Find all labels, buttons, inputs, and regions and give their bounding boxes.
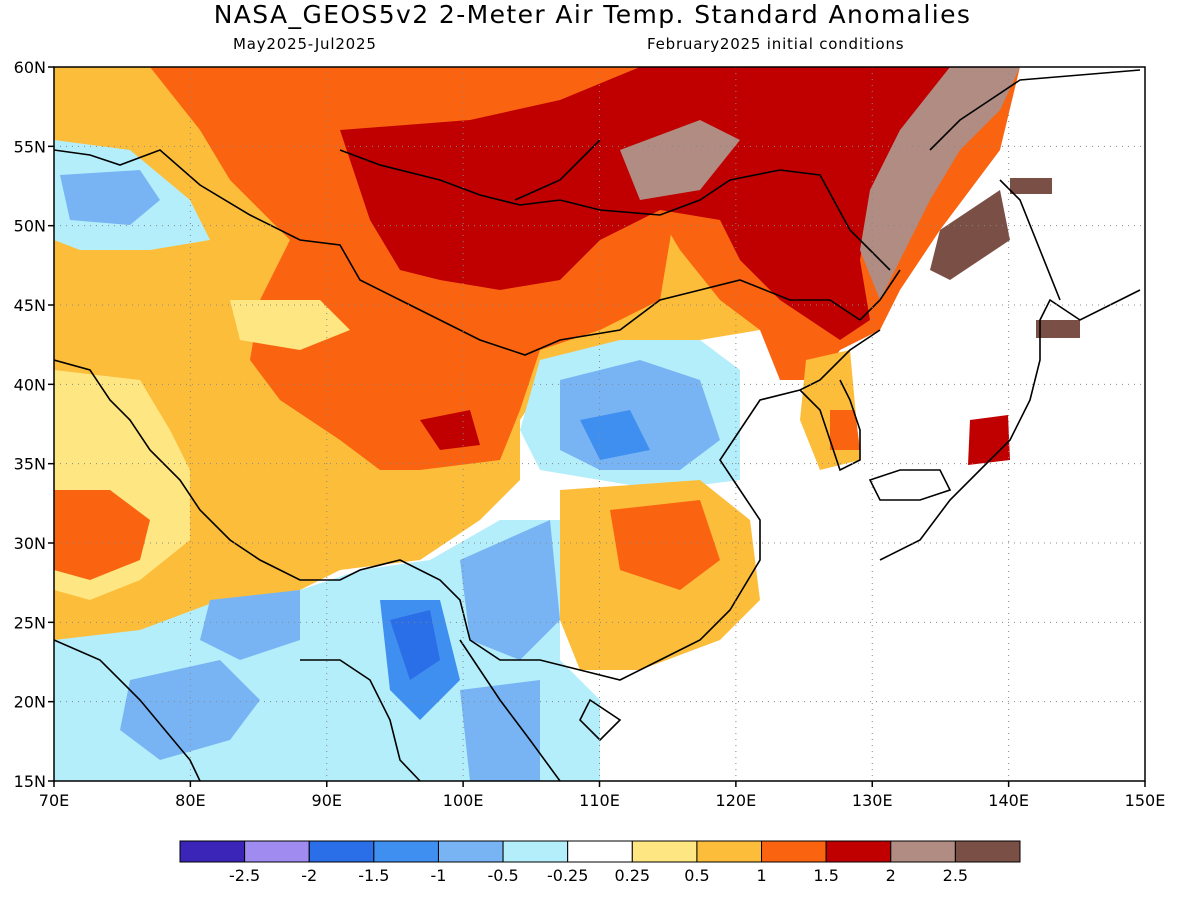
lat-tick-label: 50N [14,217,46,236]
forecast-period: May2025-Jul2025 [233,35,377,53]
lon-tick-label: 90E [312,791,342,810]
coastlines [54,69,1141,781]
colorbar-label: 1 [756,866,766,885]
colorbar-swatch [373,840,439,863]
lon-tick-label: 100E [443,791,484,810]
lat-tick-label: 25N [14,613,46,632]
latitude-axis: 60N 55N 50N 45N 40N 35N 30N 25N 20N 15N [14,58,54,791]
colorbar-label: 0.25 [614,866,650,885]
lon-tick-label: 80E [175,791,205,810]
lon-tick-label: 140E [988,791,1029,810]
colorbar-label: -1 [430,866,446,885]
colorbar-swatch [890,840,956,863]
colorbar-swatch [954,840,1021,863]
gridlines [54,67,1145,781]
colorbar-swatch [308,840,375,863]
lon-tick-label: 70E [39,791,69,810]
colorbar-swatch [179,840,246,863]
lon-tick-label: 120E [716,791,757,810]
colorbar-swatch [696,840,763,863]
colorbar-label: 2.5 [943,866,968,885]
colorbar-swatch [502,840,569,863]
lat-tick-label: 40N [14,375,46,394]
lat-tick-label: 30N [14,534,46,553]
lat-tick-label: 20N [14,693,46,712]
lat-tick-label: 60N [14,58,46,77]
colorbar-swatch [244,840,310,863]
lat-tick-label: 15N [14,772,46,791]
colorbar: -2.5 -2 -1.5 -1 -0.5 -0.25 0.25 0.5 1 1.5 2 2.5 [179,840,1021,885]
colorbar-swatch [761,840,827,863]
lon-tick-label: 110E [579,791,620,810]
colorbar-label: -0.5 [487,866,518,885]
colorbar-swatch [631,840,698,863]
initial-conditions: February2025 initial conditions [647,35,905,53]
colorbar-swatch [825,840,892,863]
lat-tick-label: 55N [14,137,46,156]
colorbar-label: -0.25 [547,866,588,885]
lon-tick-label: 130E [852,791,893,810]
colorbar-swatch [437,840,504,863]
colorbar-swatch [567,840,633,863]
lat-tick-label: 35N [14,455,46,474]
lon-tick-label: 150E [1125,791,1166,810]
colorbar-label: -2.5 [229,866,260,885]
longitude-axis: 70E 80E 90E 100E 110E 120E 130E 140E 150E [39,781,1166,810]
colorbar-label: 1.5 [813,866,838,885]
colorbar-label: -1.5 [358,866,389,885]
anomaly-field [54,67,1145,781]
chart-title: NASA_GEOS5v2 2-Meter Air Temp. Standard … [213,0,972,29]
colorbar-label: 2 [886,866,896,885]
colorbar-label: -2 [301,866,317,885]
colorbar-label: 0.5 [684,866,709,885]
lat-tick-label: 45N [14,296,46,315]
